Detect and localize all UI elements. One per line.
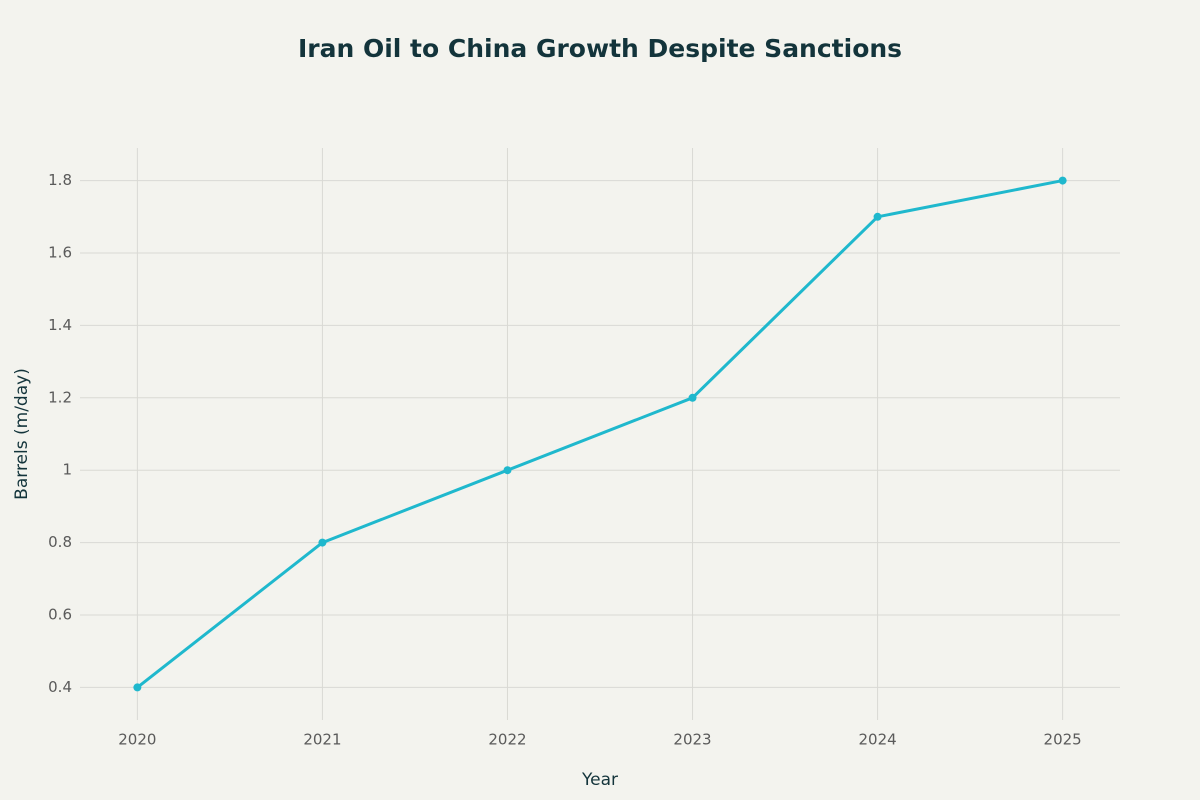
y-tick-label: 1 [62,461,72,479]
x-axis-title: Year [581,770,618,790]
y-tick-label: 0.8 [48,533,72,551]
x-tick-label: 2020 [118,731,156,749]
chart-title: Iran Oil to China Growth Despite Sanctio… [298,34,902,63]
y-tick-label: 1.2 [48,388,72,406]
data-point [318,538,327,547]
x-tick-label: 2024 [858,731,896,749]
y-tick-label: 1.8 [48,171,72,189]
x-tick-label: 2022 [488,731,526,749]
data-point [688,393,697,402]
y-tick-label: 1.6 [48,243,72,261]
data-line [136,179,1063,689]
x-tick-label: 2023 [673,731,711,749]
y-tick-label: 0.6 [48,606,72,624]
data-point [503,466,512,475]
x-tick-label: 2021 [303,731,341,749]
x-tick-label: 2025 [1044,731,1082,749]
data-point [1058,176,1067,185]
data-point [873,212,882,221]
y-tick-label: 1.4 [48,316,72,334]
data-point [133,683,142,692]
y-axis-title: Barrels (m/day) [12,368,32,500]
y-tick-label: 0.4 [48,678,72,696]
